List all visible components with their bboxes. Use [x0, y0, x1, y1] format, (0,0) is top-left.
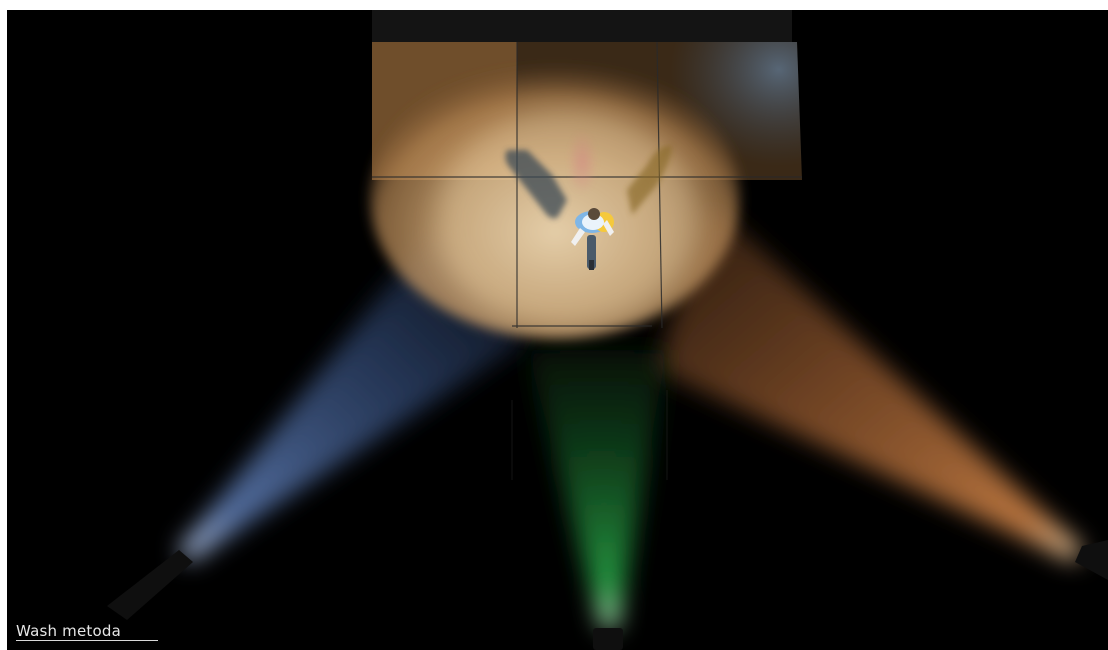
- orange-light-beam: [657, 200, 1082, 562]
- performer-figure: [571, 208, 614, 270]
- 3d-viewport[interactable]: Wash metoda: [7, 10, 1108, 650]
- caption-underline: [16, 640, 158, 641]
- green-light-fixture: [593, 628, 623, 650]
- blue-light-beam: [179, 225, 527, 562]
- blue-light-fixture: [107, 550, 193, 620]
- lighting-scene: [107, 10, 1108, 650]
- view-caption: Wash metoda: [16, 622, 121, 640]
- orange-light-fixture: [1075, 540, 1108, 580]
- green-light-beam: [527, 350, 667, 628]
- performer-shadows: [505, 130, 672, 219]
- upper-backdrop: [372, 10, 792, 42]
